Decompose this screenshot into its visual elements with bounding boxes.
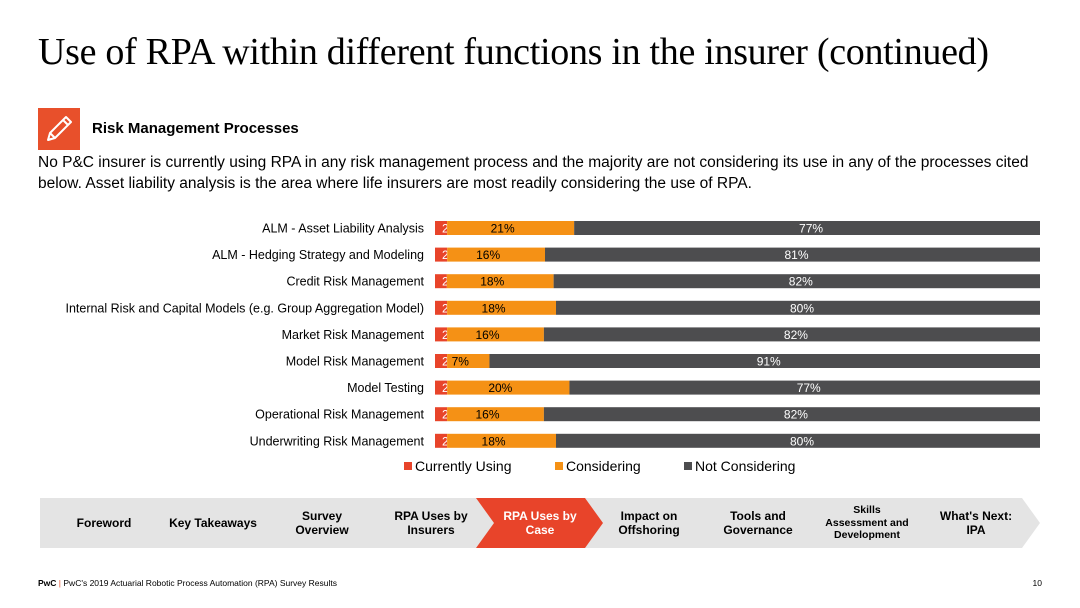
section-nav: Foreword Key Takeaways Survey Overview R…	[40, 498, 1040, 548]
data-label: 18%	[482, 301, 506, 315]
bar-segment	[446, 274, 554, 289]
nav-step-rpa-uses-by-insurers[interactable]: RPA Uses by Insurers	[367, 498, 495, 548]
legend-item-considering: Considering	[555, 458, 641, 474]
bar-segment	[543, 327, 1040, 342]
stacked-bar-chart: ALM - Asset Liability Analysis2%21%77%AL…	[65, 221, 1040, 448]
nav-step-skills-assessment[interactable]: Skills Assessment and Development	[803, 498, 931, 548]
bar-segment	[435, 380, 448, 395]
category-label: ALM - Asset Liability Analysis	[262, 222, 424, 236]
data-label: 16%	[475, 328, 499, 342]
legend-swatch-considering	[555, 462, 563, 470]
bar-segment	[435, 247, 448, 262]
data-label: 20%	[488, 381, 512, 395]
nav-step-label: Tools and Governance	[723, 509, 793, 537]
legend-item-currently-using: Currently Using	[404, 458, 511, 474]
data-label: 16%	[475, 408, 499, 422]
bar-segment	[553, 274, 1040, 289]
legend-swatch-currently-using	[404, 462, 412, 470]
data-label: 18%	[480, 275, 504, 289]
bar-segment	[556, 433, 1040, 448]
data-label: 80%	[790, 434, 814, 448]
bar-segment	[435, 221, 448, 235]
nav-step-rpa-uses-by-case[interactable]: RPA Uses by Case	[476, 498, 604, 548]
bar-segment	[447, 380, 570, 395]
nav-step-label: Impact on Offshoring	[618, 509, 680, 537]
nav-step-survey-overview[interactable]: Survey Overview	[258, 498, 386, 548]
category-label: ALM - Hedging Strategy and Modeling	[212, 248, 424, 262]
category-label: Operational Risk Management	[255, 408, 424, 422]
bar-segment	[435, 327, 448, 342]
bar-segment	[435, 274, 447, 289]
bar-segment	[447, 247, 545, 262]
bar-segment	[489, 354, 1040, 368]
nav-step-whats-next[interactable]: What's Next: IPA	[912, 498, 1040, 548]
nav-step-label: Survey Overview	[295, 509, 349, 537]
legend-label: Not Considering	[695, 458, 796, 474]
nav-step-tools-and-governance[interactable]: Tools and Governance	[694, 498, 822, 548]
data-label: 7%	[452, 355, 470, 369]
bar-segment	[435, 407, 448, 422]
nav-step-impact-on-offshoring[interactable]: Impact on Offshoring	[585, 498, 713, 548]
bar-segment	[435, 433, 448, 448]
data-label: 16%	[476, 248, 500, 262]
category-label: Internal Risk and Capital Models (e.g. G…	[65, 301, 424, 315]
bar-segment	[447, 300, 556, 315]
nav-step-label: What's Next: IPA	[939, 509, 1013, 537]
data-label: 80%	[790, 301, 814, 315]
bar-segment	[435, 354, 448, 368]
data-label: 77%	[797, 381, 821, 395]
section-title: Risk Management Processes	[92, 120, 299, 137]
bar-segment	[556, 300, 1040, 315]
page-title: Use of RPA within different functions in…	[38, 31, 989, 73]
data-label: 91%	[757, 355, 781, 369]
bar-segment	[447, 221, 575, 235]
footer-brand: PwC	[38, 578, 57, 588]
bar-segment	[447, 433, 556, 448]
legend-item-not-considering: Not Considering	[684, 458, 795, 474]
bar-segment	[569, 380, 1040, 395]
nav-step-label: Key Takeaways	[169, 516, 257, 530]
page-number: 10	[1032, 578, 1042, 588]
pencil-icon	[38, 108, 80, 150]
data-label: 81%	[784, 248, 808, 262]
nav-step-label: Foreword	[76, 516, 132, 530]
nav-step-key-takeaways[interactable]: Key Takeaways	[149, 498, 277, 548]
nav-step-label: RPA Uses by Case	[503, 509, 577, 537]
footer-text: PwC's 2019 Actuarial Robotic Process Aut…	[63, 578, 337, 588]
data-label: 77%	[799, 222, 823, 236]
nav-step-foreword[interactable]: Foreword	[40, 498, 168, 548]
bar-segment	[543, 407, 1040, 422]
footer: PwC | PwC's 2019 Actuarial Robotic Proce…	[38, 578, 337, 588]
nav-step-label: RPA Uses by Insurers	[394, 509, 468, 537]
chart-legend: Currently Using Considering Not Consider…	[0, 458, 1080, 478]
data-label: 82%	[784, 408, 808, 422]
data-label: 82%	[784, 328, 808, 342]
data-label: 18%	[482, 434, 506, 448]
legend-label: Currently Using	[415, 458, 512, 474]
bar-segment	[435, 300, 448, 315]
nav-step-label: Skills Assessment and Development	[825, 504, 909, 542]
data-label: 82%	[789, 275, 813, 289]
bar-segment	[447, 407, 544, 422]
legend-swatch-not-considering	[684, 462, 692, 470]
footer-separator: |	[58, 578, 62, 588]
intro-text: No P&C insurer is currently using RPA in…	[38, 154, 1029, 192]
legend-label: Considering	[566, 458, 641, 474]
data-label: 21%	[491, 222, 515, 236]
category-label: Underwriting Risk Management	[250, 434, 425, 448]
category-label: Model Testing	[347, 381, 424, 395]
category-label: Market Risk Management	[282, 328, 425, 342]
bar-segment	[545, 247, 1040, 262]
category-label: Credit Risk Management	[286, 275, 424, 289]
bar-segment	[447, 354, 490, 368]
bar-segment	[574, 221, 1040, 235]
category-label: Model Risk Management	[286, 355, 425, 369]
bar-segment	[447, 327, 544, 342]
